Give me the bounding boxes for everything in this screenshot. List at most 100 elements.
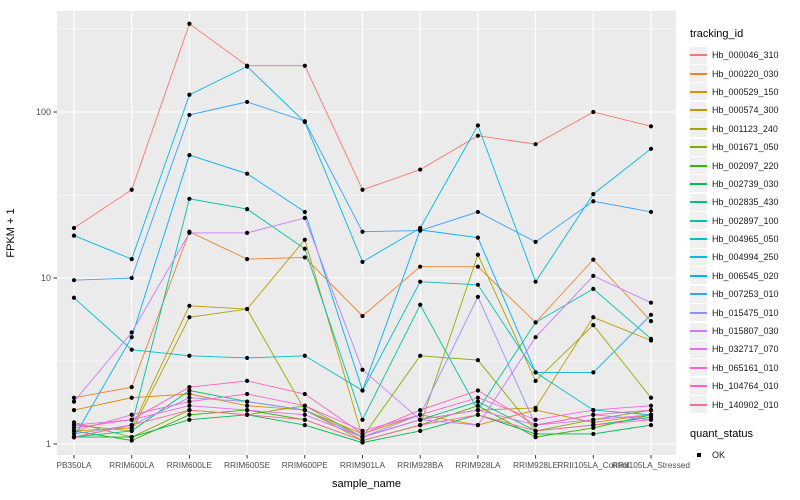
data-point bbox=[360, 435, 365, 440]
data-point bbox=[360, 187, 365, 192]
legend-swatch bbox=[690, 65, 707, 83]
data-point bbox=[475, 358, 480, 363]
data-point bbox=[360, 229, 365, 234]
legend-item-label: Hb_002897_100 bbox=[712, 215, 779, 226]
legend-item: Hb_000529_150 bbox=[690, 83, 798, 101]
legend2-items: OK bbox=[690, 446, 798, 464]
legend-item: Hb_001123_240 bbox=[690, 120, 798, 138]
data-point bbox=[302, 408, 307, 413]
legend-swatch bbox=[690, 396, 707, 414]
legend-swatch bbox=[690, 46, 707, 64]
legend-item-label: Hb_000220_030 bbox=[712, 68, 779, 79]
legend-item: Hb_004994_250 bbox=[690, 248, 798, 266]
legend-swatch-line bbox=[690, 72, 707, 75]
legend-item: Hb_002835_430 bbox=[690, 193, 798, 211]
data-point bbox=[533, 378, 538, 383]
data-point bbox=[245, 64, 250, 69]
data-point bbox=[71, 428, 77, 433]
legend-swatch bbox=[690, 267, 707, 285]
legend-item: Hb_004965_050 bbox=[690, 230, 798, 248]
data-point bbox=[418, 228, 423, 233]
legend-item: Hb_032717_070 bbox=[690, 340, 798, 358]
data-point bbox=[187, 403, 192, 408]
legend-swatch-line bbox=[690, 348, 707, 351]
data-point bbox=[302, 246, 307, 251]
data-point bbox=[418, 302, 423, 307]
data-point bbox=[475, 408, 480, 413]
data-point bbox=[187, 399, 192, 404]
legend-swatch bbox=[690, 157, 707, 175]
data-point bbox=[475, 388, 480, 393]
data-point bbox=[591, 417, 596, 422]
data-point bbox=[533, 279, 538, 284]
legend-swatch-line bbox=[690, 90, 707, 93]
legend-swatch-line bbox=[690, 274, 707, 277]
data-point bbox=[71, 408, 77, 413]
legend-swatch bbox=[690, 193, 707, 211]
legend-swatch-line bbox=[690, 293, 707, 296]
legend-swatch bbox=[690, 138, 707, 156]
data-point bbox=[302, 63, 307, 68]
legend-swatch-line bbox=[690, 238, 707, 241]
data-point bbox=[591, 408, 596, 413]
data-point bbox=[187, 391, 192, 397]
data-point bbox=[648, 403, 654, 408]
data-point bbox=[648, 318, 654, 324]
data-point bbox=[302, 119, 307, 124]
legend-swatch bbox=[690, 285, 707, 303]
legend-item-label: Hb_104764_010 bbox=[712, 381, 779, 392]
data-point bbox=[245, 391, 250, 397]
data-point bbox=[187, 388, 192, 393]
legend-swatch bbox=[690, 359, 707, 377]
data-point bbox=[187, 353, 192, 358]
data-point bbox=[360, 431, 365, 437]
data-point bbox=[129, 438, 134, 443]
legend-item-label: Hb_065161_010 bbox=[712, 362, 779, 373]
data-point bbox=[129, 435, 134, 440]
legend-swatch bbox=[690, 83, 707, 101]
data-point bbox=[533, 142, 538, 147]
data-point bbox=[591, 370, 596, 375]
legend-item-label: Hb_002097_220 bbox=[712, 160, 779, 171]
data-point bbox=[245, 256, 250, 262]
data-point bbox=[418, 428, 423, 433]
x-tick-label: RRIM901LA bbox=[340, 460, 386, 470]
legend-item-label: Hb_140902_010 bbox=[712, 399, 779, 410]
legend-item: Hb_002739_030 bbox=[690, 175, 798, 193]
y-tick-label: 10 bbox=[41, 273, 51, 283]
legend-swatch bbox=[690, 175, 707, 193]
legend-swatch bbox=[690, 212, 707, 230]
data-point bbox=[302, 422, 307, 428]
data-point bbox=[475, 403, 480, 408]
y-tick-label: 100 bbox=[36, 107, 51, 117]
legend-item: Hb_140902_010 bbox=[690, 395, 798, 414]
data-point bbox=[648, 300, 654, 305]
legend-item-label: Hb_015807_030 bbox=[712, 326, 779, 337]
data-point bbox=[245, 378, 250, 383]
legend-item-label: Hb_004965_050 bbox=[712, 234, 779, 245]
data-point bbox=[302, 353, 307, 358]
data-point bbox=[533, 370, 538, 375]
data-point bbox=[245, 403, 250, 408]
legend-item: Hb_015475_010 bbox=[690, 303, 798, 322]
data-point bbox=[360, 438, 365, 443]
legend-item: Hb_104764_010 bbox=[690, 377, 798, 395]
data-point bbox=[245, 399, 250, 404]
legend-swatch-line bbox=[690, 146, 707, 149]
data-point bbox=[187, 21, 192, 26]
legend-item-label: Hb_001671_050 bbox=[712, 142, 779, 153]
data-point bbox=[245, 306, 250, 312]
legend-item-label: Hb_002835_430 bbox=[712, 197, 779, 208]
data-point bbox=[418, 412, 423, 417]
x-tick-label: RRIM600LE bbox=[167, 460, 213, 470]
data-point bbox=[129, 330, 134, 335]
x-tick-label: RRIM928BA bbox=[397, 460, 444, 470]
data-point bbox=[302, 417, 307, 422]
legend-item: Hb_007253_010 bbox=[690, 285, 798, 303]
data-point bbox=[591, 257, 596, 262]
data-point bbox=[475, 294, 480, 299]
black-square-icon bbox=[696, 453, 701, 457]
legend-swatch bbox=[690, 120, 707, 138]
data-point bbox=[245, 207, 250, 212]
